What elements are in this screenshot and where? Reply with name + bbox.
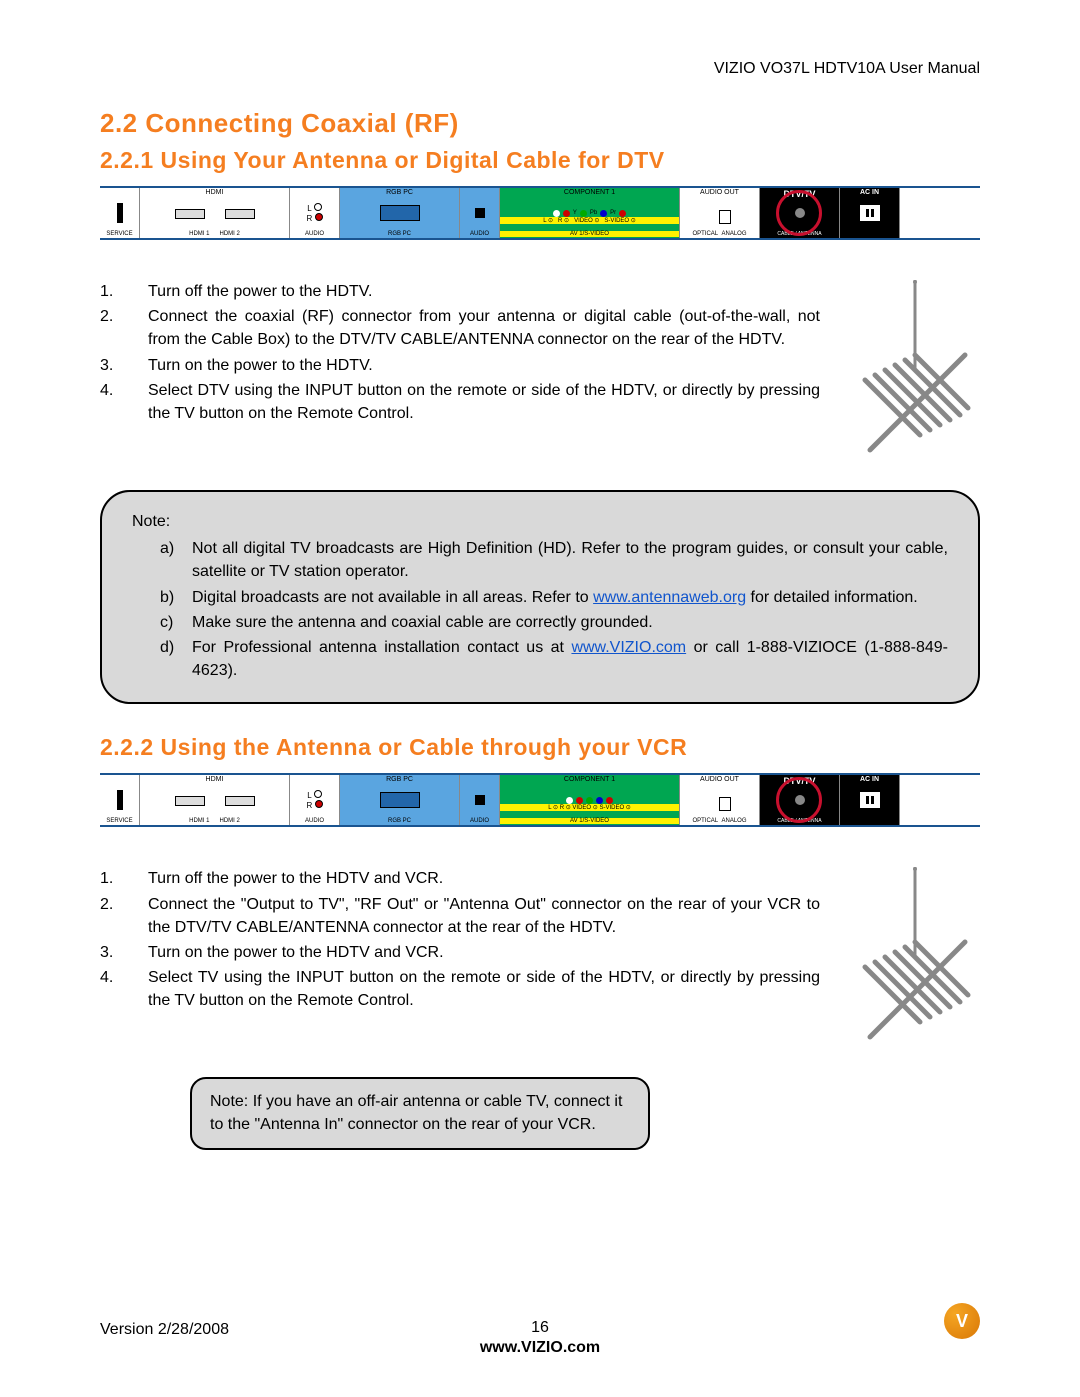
label-video-strip: L ⊙ R ⊙ VIDEO ⊙ S-VIDEO ⊙ bbox=[500, 217, 679, 224]
heading-2-2: 2.2 Connecting Coaxial (RF) bbox=[100, 108, 980, 139]
label-r: R bbox=[306, 214, 312, 223]
list-item: 4.Select TV using the INPUT button on th… bbox=[100, 966, 820, 1012]
label-acin: AC IN bbox=[840, 189, 899, 196]
list-item: c)Make sure the antenna and coaxial cabl… bbox=[132, 611, 948, 634]
manual-page: VIZIO VO37L HDTV10A User Manual 2.2 Conn… bbox=[0, 0, 1080, 1397]
panel-acin: AC IN bbox=[840, 188, 900, 238]
label-hdmi-ports: HDMI 1 HDMI 2 bbox=[140, 231, 289, 237]
panel-dtv: DTV/TV CABLE / ANTENNA bbox=[760, 188, 840, 238]
heading-2-2-2: 2.2.2 Using the Antenna or Cable through… bbox=[100, 734, 980, 761]
note-text: Not all digital TV broadcasts are High D… bbox=[192, 537, 948, 583]
note-text: Digital broadcasts are not available in … bbox=[192, 586, 948, 609]
header-manual-title: VIZIO VO37L HDTV10A User Manual bbox=[100, 60, 980, 78]
label-l: L bbox=[307, 204, 311, 213]
panel-component: COMPONENT 1 Y Pb Pr L ⊙ R ⊙ VIDEO ⊙ S-VI… bbox=[500, 188, 680, 238]
list-item: 2.Connect the coaxial (RF) connector fro… bbox=[100, 305, 820, 351]
label-rgb-audio: AUDIO bbox=[460, 231, 499, 237]
list-item: 4.Select DTV using the INPUT button on t… bbox=[100, 379, 820, 425]
panel-audio-out: AUDIO OUT OPTICAL ANALOG bbox=[680, 188, 760, 238]
label-service: SERVICE bbox=[100, 231, 139, 237]
panel-rgb-audio: AUDIO bbox=[460, 188, 500, 238]
antenna-icon bbox=[850, 280, 980, 470]
step-num: 1. bbox=[100, 280, 148, 303]
steps-222-row: 1.Turn off the power to the HDTV and VCR… bbox=[100, 867, 980, 1057]
rear-panel-diagram-1: SERVICE HDMI HDMI 1 HDMI 2 L R AUDIO RGB… bbox=[100, 186, 980, 240]
panel-rgbpc: RGB PC RGB PC bbox=[340, 188, 460, 238]
step-text: Turn on the power to the HDTV. bbox=[148, 354, 820, 377]
panel-lr-1: L R AUDIO bbox=[290, 188, 340, 238]
step-num: 3. bbox=[100, 941, 148, 964]
list-item: b)Digital broadcasts are not available i… bbox=[132, 586, 948, 609]
panel-hdmi: HDMI HDMI 1 HDMI 2 bbox=[140, 188, 290, 238]
step-text: Select TV using the INPUT button on the … bbox=[148, 966, 820, 1012]
step-num: 4. bbox=[100, 379, 148, 425]
note-box-222: Note: If you have an off-air antenna or … bbox=[190, 1077, 650, 1150]
step-text: Turn off the power to the HDTV and VCR. bbox=[148, 867, 820, 890]
highlight-circle-icon bbox=[776, 777, 822, 823]
list-item: 3.Turn on the power to the HDTV. bbox=[100, 354, 820, 377]
list-item: d)For Professional antenna installation … bbox=[132, 636, 948, 682]
list-item: 3.Turn on the power to the HDTV and VCR. bbox=[100, 941, 820, 964]
label-audio: AUDIO bbox=[290, 231, 339, 237]
step-text: Turn on the power to the HDTV and VCR. bbox=[148, 941, 820, 964]
antenna-icon bbox=[850, 867, 980, 1057]
list-item: 2.Connect the "Output to TV", "RF Out" o… bbox=[100, 893, 820, 939]
label-rgbpc: RGB PC bbox=[340, 231, 459, 237]
highlight-circle-icon bbox=[776, 190, 822, 236]
panel-service: SERVICE bbox=[100, 188, 140, 238]
step-text: Connect the "Output to TV", "RF Out" or … bbox=[148, 893, 820, 939]
steps-221-row: 1.Turn off the power to the HDTV. 2.Conn… bbox=[100, 280, 980, 470]
list-item: 1.Turn off the power to the HDTV and VCR… bbox=[100, 867, 820, 890]
note-title: Note: bbox=[132, 510, 948, 533]
vizio-logo-icon: V bbox=[944, 1303, 980, 1339]
note-num: b) bbox=[132, 586, 192, 609]
steps-222: 1.Turn off the power to the HDTV and VCR… bbox=[100, 867, 820, 1014]
step-text: Select DTV using the INPUT button on the… bbox=[148, 379, 820, 425]
label-av: AV 1/S-VIDEO bbox=[500, 231, 679, 237]
step-text: Connect the coaxial (RF) connector from … bbox=[148, 305, 820, 351]
step-num: 4. bbox=[100, 966, 148, 1012]
label-audio-out: AUDIO OUT bbox=[680, 189, 759, 196]
note-num: d) bbox=[132, 636, 192, 682]
footer-version: Version 2/28/2008 bbox=[100, 1321, 229, 1339]
note-num: a) bbox=[132, 537, 192, 583]
step-text: Turn off the power to the HDTV. bbox=[148, 280, 820, 303]
label-rgbpc-top: RGB PC bbox=[340, 189, 459, 196]
step-num: 3. bbox=[100, 354, 148, 377]
link-vizio[interactable]: www.VIZIO.com bbox=[571, 639, 686, 656]
steps-221: 1.Turn off the power to the HDTV. 2.Conn… bbox=[100, 280, 820, 427]
rear-panel-diagram-2: SERVICE HDMIHDMI 1 HDMI 2 L R AUDIO RGB … bbox=[100, 773, 980, 827]
label-optical-analog: OPTICAL ANALOG bbox=[680, 231, 759, 237]
step-num: 2. bbox=[100, 893, 148, 939]
note-text: For Professional antenna installation co… bbox=[192, 636, 948, 682]
step-num: 2. bbox=[100, 305, 148, 351]
link-antennaweb[interactable]: www.antennaweb.org bbox=[593, 589, 746, 606]
footer-url: www.VIZIO.com bbox=[100, 1339, 980, 1357]
note-num: c) bbox=[132, 611, 192, 634]
page-footer: Version 2/28/2008 16 V www.VIZIO.com bbox=[100, 1303, 980, 1357]
footer-page-number: 16 bbox=[531, 1319, 549, 1337]
heading-2-2-1: 2.2.1 Using Your Antenna or Digital Cabl… bbox=[100, 147, 980, 174]
step-num: 1. bbox=[100, 867, 148, 890]
label-component-top: COMPONENT 1 bbox=[500, 189, 679, 196]
list-item: a)Not all digital TV broadcasts are High… bbox=[132, 537, 948, 583]
note-text: Make sure the antenna and coaxial cable … bbox=[192, 611, 948, 634]
label-hdmi-top: HDMI bbox=[140, 189, 289, 196]
note-box-221: Note: a)Not all digital TV broadcasts ar… bbox=[100, 490, 980, 704]
list-item: 1.Turn off the power to the HDTV. bbox=[100, 280, 820, 303]
